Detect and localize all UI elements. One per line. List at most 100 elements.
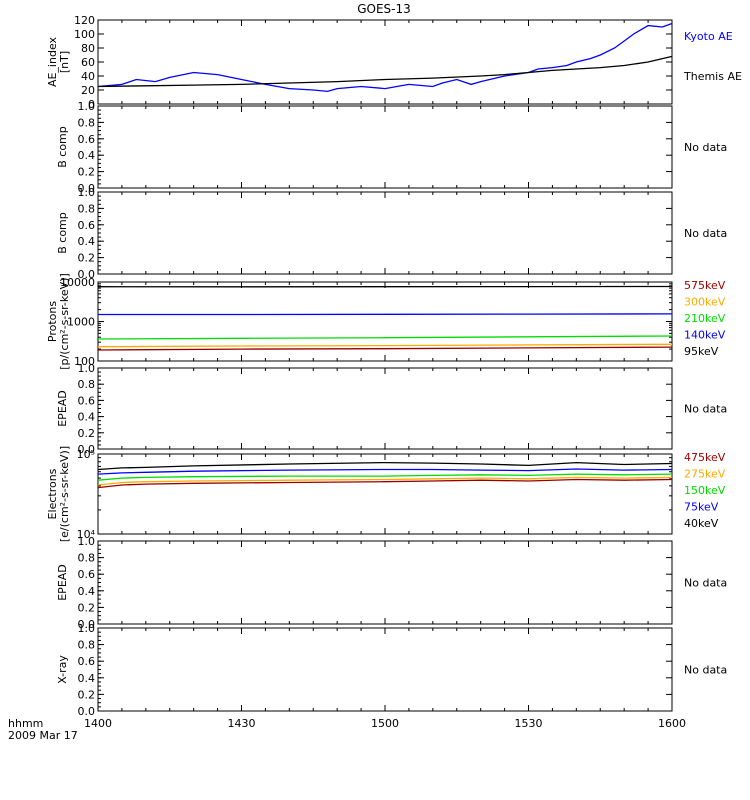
panel-frame	[97, 105, 673, 189]
series-line-210kev	[97, 335, 673, 340]
y-axis-label: [nT]	[58, 51, 71, 73]
y-tick-label: 1.0	[78, 535, 96, 548]
y-axis-label: [p/(cm²-s-sr-keV)]	[58, 273, 71, 370]
y-tick-label: 0.4	[78, 585, 96, 598]
no-data-label: No data	[684, 664, 727, 677]
y-tick-label: 1.0	[78, 100, 96, 113]
legend-140kev: 140keV	[684, 329, 726, 342]
y-axis-label: EPEAD	[56, 564, 69, 601]
panel-xray: 0.0 0.2 0.4 0.6 0.8 1.0 X-ray No data	[56, 622, 727, 718]
y-tick-label: 0.2	[78, 601, 96, 614]
no-data-label: No data	[684, 577, 727, 590]
y-tick-label: 0.6	[78, 568, 96, 581]
series-line-300kev	[97, 343, 673, 348]
y-axis-label: B comp	[56, 212, 69, 254]
no-data-label: No data	[684, 141, 727, 154]
y-tick-label: 1.0	[78, 362, 96, 375]
y-tick-label: 1.0	[78, 622, 96, 635]
y-tick-label: 0.0	[78, 443, 96, 456]
y-tick-label: 0.8	[78, 116, 96, 129]
series-line-475kev	[97, 478, 673, 489]
y-tick-label: 0	[88, 98, 95, 111]
series-line-150kev	[97, 473, 673, 481]
legend-themis-ae: Themis AE	[683, 70, 742, 83]
legend-75kev: 75keV	[684, 501, 719, 514]
y-tick-label: 0.2	[78, 252, 96, 265]
no-data-label: No data	[684, 227, 727, 240]
y-axis-label: B comp	[56, 126, 69, 168]
no-data-label: No data	[684, 403, 727, 416]
panel-frame	[97, 191, 673, 275]
y-axis-label: Electrons	[46, 468, 59, 519]
x-tick-label: 1600	[658, 717, 686, 730]
y-tick-label: 0.4	[78, 411, 96, 424]
panel-frame	[97, 540, 673, 625]
legend-kyoto-ae: Kyoto AE	[684, 30, 733, 43]
y-tick-label: 10⁵	[77, 448, 95, 461]
y-tick-label: 0.0	[78, 182, 96, 195]
legend-40kev: 40keV	[684, 517, 719, 530]
y-tick-label: 0.6	[78, 219, 96, 232]
series-line-themis-ae	[97, 55, 673, 88]
x-tick-label: 1500	[371, 717, 399, 730]
y-tick-label: 0.2	[78, 427, 96, 440]
y-tick-label: 0.8	[78, 202, 96, 215]
y-tick-label: 0.6	[78, 655, 96, 668]
y-tick-label: 0.2	[78, 166, 96, 179]
series-line-275kev	[97, 476, 673, 486]
y-tick-label: 0.0	[78, 705, 96, 718]
y-tick-label: 100	[74, 28, 95, 41]
y-tick-label: 0.4	[78, 672, 96, 685]
y-axis-label: [e/(cm²-s-sr-keV)]	[58, 446, 71, 542]
y-tick-label: 20	[81, 84, 95, 97]
y-tick-label: 1.0	[78, 186, 96, 199]
legend-475kev: 475keV	[684, 451, 726, 464]
y-tick-label: 0.4	[78, 235, 96, 248]
y-tick-label: 0.0	[78, 268, 96, 281]
legend-275kev: 275keV	[684, 468, 726, 481]
legend-150kev: 150keV	[684, 484, 726, 497]
series-line-40kev	[97, 461, 673, 471]
legend-210kev: 210keV	[684, 312, 726, 325]
y-axis-label: AE_index	[46, 36, 59, 87]
panel-frame	[97, 367, 673, 450]
series-line-575kev	[97, 346, 673, 351]
y-axis-label: X-ray	[56, 655, 69, 684]
panel-electrons: 10⁴ 10⁵ Electrons [e/(cm²-s-sr-keV)] 475keV 2…	[46, 446, 726, 542]
panel-b2: 0.0 0.2 0.4 0.6 0.8 1.0 B comp No data	[56, 186, 727, 281]
y-tick-label: 0.6	[78, 133, 96, 146]
date-label: 2009 Mar 17	[8, 729, 78, 742]
y-tick-label: 0.8	[78, 552, 96, 565]
x-tick-label: 1530	[515, 717, 543, 730]
y-tick-label: 0.8	[78, 639, 96, 652]
plot-title: GOES-13	[357, 2, 411, 16]
panel-frame	[97, 19, 673, 105]
legend-95kev: 95keV	[684, 345, 719, 358]
y-tick-label: 0.6	[78, 394, 96, 407]
y-tick-label: 80	[81, 42, 95, 55]
panel-frame	[97, 627, 673, 712]
y-tick-label: 0.8	[78, 378, 96, 391]
series-line-kyoto-ae	[97, 22, 673, 93]
y-tick-label: 120	[74, 14, 95, 27]
y-tick-label: 0.4	[78, 149, 96, 162]
y-axis-label: EPEAD	[56, 390, 69, 427]
y-tick-label: 10000	[60, 276, 95, 289]
series-line-140kev	[98, 313, 673, 316]
series-line-75kev	[97, 468, 673, 475]
y-tick-label: 0.2	[78, 688, 96, 701]
time-axis-label: hhmm	[8, 717, 43, 730]
y-tick-label: 100	[74, 355, 95, 368]
x-tick-label: 1430	[228, 717, 256, 730]
legend-300kev: 300keV	[684, 296, 726, 309]
y-tick-label: 1000	[67, 316, 95, 329]
panel-epead1: 0.0 0.2 0.4 0.6 0.8 1.0 EPEAD No data	[56, 362, 727, 456]
panel-epead2: 0.0 0.2 0.4 0.6 0.8 1.0 EPEAD No data	[56, 535, 727, 631]
y-tick-label: 60	[81, 56, 95, 69]
x-tick-label: 1400	[84, 717, 112, 730]
y-tick-label: 40	[81, 70, 95, 83]
